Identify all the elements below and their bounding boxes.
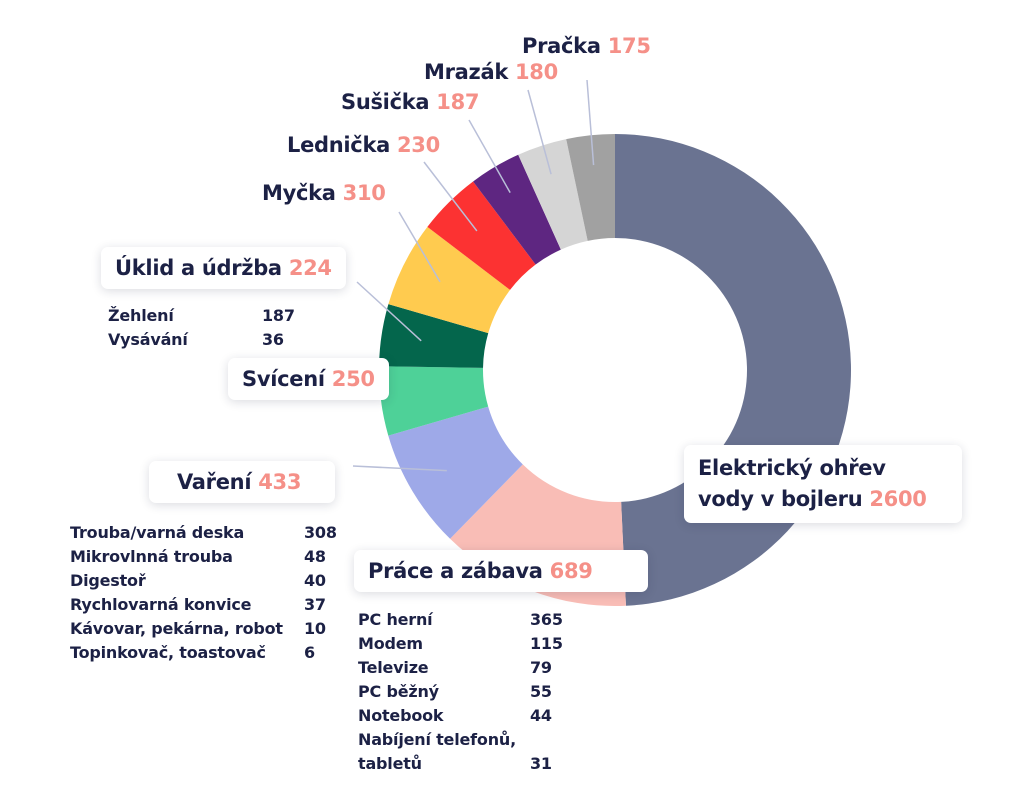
breakdown-item-name: PC běžný xyxy=(358,682,439,701)
breakdown-vareni-row: Rychlovarná konvice 37 xyxy=(70,593,370,617)
label-mrazak-value: 180 xyxy=(514,60,558,84)
label-prace-name: Práce a zábava xyxy=(368,559,543,583)
label-vareni: Vaření 433 xyxy=(149,461,335,503)
label-pracka-name: Pračka xyxy=(522,34,601,58)
breakdown-item-value: 37 xyxy=(304,595,326,614)
breakdown-item-value: 44 xyxy=(530,706,552,725)
label-sviceni: Svícení 250 xyxy=(228,358,389,400)
slice-lednicka xyxy=(427,181,536,290)
breakdown-item-name: Mikrovlnná trouba xyxy=(70,547,233,566)
breakdown-item-name: Kávovar, pekárna, robot xyxy=(70,619,283,638)
breakdown-item-name: Žehlení xyxy=(108,306,174,325)
label-uklid-value: 224 xyxy=(288,256,332,280)
breakdown-vareni: Trouba/varná deska 308 Mikrovlnná trouba 48… xyxy=(70,521,370,665)
label-mycka-value: 310 xyxy=(342,181,386,205)
breakdown-item-value: 115 xyxy=(530,634,563,653)
label-susicka-name: Sušička xyxy=(341,90,430,114)
breakdown-prace-row: Nabíjení telefonů, tabletů 31 xyxy=(358,728,578,776)
label-bojler-value: 2600 xyxy=(869,487,927,511)
label-vareni-name: Vaření xyxy=(177,470,252,494)
breakdown-item-name: Trouba/varná deska xyxy=(70,523,245,542)
breakdown-item-value: 308 xyxy=(304,523,337,542)
label-susicka: Sušička 187 xyxy=(341,90,480,114)
label-pracka-value: 175 xyxy=(607,34,651,58)
breakdown-item-name: Televize xyxy=(358,658,429,677)
breakdown-vareni-row: Digestoř 40 xyxy=(70,569,370,593)
label-bojler-line-2-wrap: vody v bojleru 2600 xyxy=(698,484,948,515)
slice-mrazak xyxy=(518,139,588,250)
leader-line-lednicka xyxy=(423,161,478,232)
breakdown-item-name: Nabíjení telefonů, tabletů xyxy=(358,730,516,773)
breakdown-uklid: Žehlení 187 Vysávání 36 xyxy=(108,304,308,352)
breakdown-item-name: Topinkovač, toastovač xyxy=(70,643,266,662)
breakdown-item-name: Rychlovarná konvice xyxy=(70,595,252,614)
breakdown-item-name: Digestoř xyxy=(70,571,146,590)
breakdown-item-value: 48 xyxy=(304,547,326,566)
breakdown-prace-row: PC běžný 55 xyxy=(358,680,578,704)
slice-bojler xyxy=(615,134,851,606)
label-uklid: Úklid a údržba 224 xyxy=(101,247,346,289)
breakdown-item-value: 79 xyxy=(530,658,552,677)
label-bojler-line-2: vody v bojleru xyxy=(698,487,863,511)
label-prace: Práce a zábava 689 xyxy=(354,550,648,592)
slice-susicka xyxy=(473,154,561,265)
label-bojler-line-1: Elektrický ohřev xyxy=(698,456,886,480)
breakdown-item-name: PC herní xyxy=(358,610,433,629)
breakdown-item-name: Vysávání xyxy=(108,330,188,349)
label-mrazak-name: Mrazák xyxy=(424,60,508,84)
leader-line-mycka xyxy=(398,211,441,283)
breakdown-item-value: 40 xyxy=(304,571,326,590)
label-lednicka-name: Lednička xyxy=(287,133,390,157)
breakdown-uklid-row: Žehlení 187 xyxy=(108,304,308,328)
leader-line-uklid xyxy=(356,281,422,342)
label-sviceni-name: Svícení xyxy=(242,367,325,391)
label-pracka: Pračka 175 xyxy=(522,34,651,58)
label-mycka-name: Myčka xyxy=(262,181,336,205)
slice-pracka xyxy=(566,134,615,241)
slice-mycka xyxy=(388,226,511,334)
label-lednicka: Lednička 230 xyxy=(287,133,440,157)
label-mycka: Myčka 310 xyxy=(262,181,386,205)
breakdown-prace-row: PC herní 365 xyxy=(358,608,578,632)
breakdown-vareni-row: Topinkovač, toastovač 6 xyxy=(70,641,370,665)
label-bojler: Elektrický ohřev vody v bojleru 2600 xyxy=(684,445,962,523)
leader-line-vareni xyxy=(352,465,447,472)
breakdown-prace-row: Modem 115 xyxy=(358,632,578,656)
breakdown-prace-row: Notebook 44 xyxy=(358,704,578,728)
label-vareni-value: 433 xyxy=(258,470,302,494)
label-mrazak: Mrazák 180 xyxy=(424,60,558,84)
breakdown-item-name: Notebook xyxy=(358,706,444,725)
slice-vareni xyxy=(388,406,523,539)
leader-line-susicka xyxy=(468,119,511,194)
slice-uklid xyxy=(379,304,489,368)
breakdown-vareni-row: Kávovar, pekárna, robot 10 xyxy=(70,617,370,641)
breakdown-prace: PC herní 365 Modem 115 Televize 79 PC běžný 55 N… xyxy=(358,608,578,776)
breakdown-item-value: 6 xyxy=(304,643,315,662)
breakdown-item-name: Modem xyxy=(358,634,423,653)
breakdown-uklid-row: Vysávání 36 xyxy=(108,328,308,352)
slice-sviceni xyxy=(379,366,489,436)
breakdown-prace-row: Televize 79 xyxy=(358,656,578,680)
breakdown-vareni-row: Trouba/varná deska 308 xyxy=(70,521,370,545)
label-uklid-name: Úklid a údržba xyxy=(115,256,282,280)
breakdown-vareni-row: Mikrovlnná trouba 48 xyxy=(70,545,370,569)
breakdown-item-value: 10 xyxy=(304,619,326,638)
breakdown-item-value: 365 xyxy=(530,610,563,629)
label-lednicka-value: 230 xyxy=(397,133,440,157)
breakdown-item-value: 36 xyxy=(262,330,284,349)
leader-line-mrazak xyxy=(527,89,552,175)
breakdown-item-value: 31 xyxy=(530,754,552,773)
label-susicka-value: 187 xyxy=(436,90,480,114)
label-prace-value: 689 xyxy=(549,559,593,583)
breakdown-item-value: 55 xyxy=(530,682,552,701)
leader-line-pracka xyxy=(586,79,595,166)
breakdown-item-value: 187 xyxy=(262,306,295,325)
label-sviceni-value: 250 xyxy=(331,367,375,391)
